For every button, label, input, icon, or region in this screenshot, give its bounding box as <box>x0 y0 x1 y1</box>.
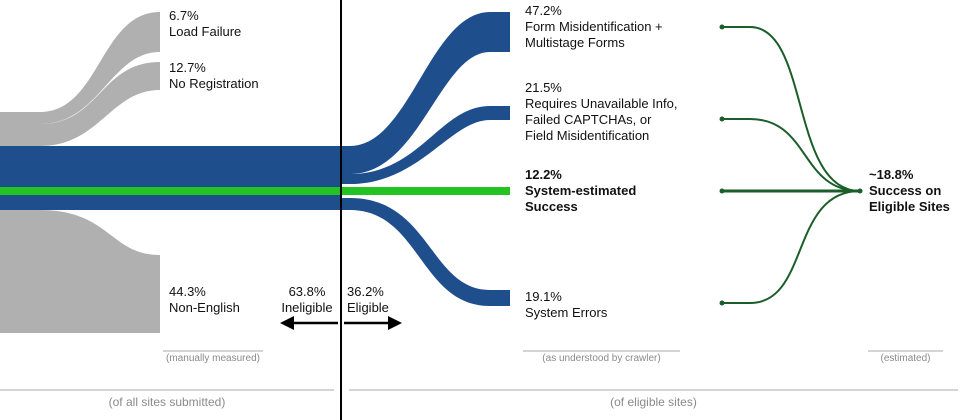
requires-unavailable-info-flow <box>340 106 510 184</box>
no-registration-flow <box>0 62 160 146</box>
no-registration-label: 12.7% No Registration <box>169 60 259 92</box>
system-errors-text: System Errors <box>525 305 608 320</box>
system-estimated-success-line-1: System-estimated <box>525 183 637 198</box>
estimate-dot <box>857 188 863 194</box>
estimate-flows <box>722 26 861 304</box>
estimated-success-pct: ~18.8% <box>869 167 914 182</box>
requires-unavailable-info-line-3: Field Misidentification <box>525 128 650 143</box>
ineligible-text: Ineligible <box>281 300 333 315</box>
requires-unavailable-info-label: 21.5% Requires Unavailable Info, Failed … <box>525 80 677 144</box>
estimate-curve-unavail <box>722 118 861 192</box>
estimate-dot <box>719 188 725 194</box>
estimate-dot <box>719 300 725 306</box>
requires-unavailable-info-line-2: Failed CAPTCHAs, or <box>525 112 652 127</box>
ineligible-pct: 63.8% <box>288 284 326 299</box>
eligible-trunk-flow <box>0 146 340 210</box>
system-errors-pct: 19.1% <box>525 289 562 304</box>
non-english-text: Non-English <box>169 300 240 315</box>
crawler-note: (as understood by crawler) <box>542 353 661 364</box>
estimate-dot <box>719 116 725 122</box>
eligible-arrow-icon <box>344 316 402 330</box>
load-failure-text: Load Failure <box>169 24 242 39</box>
form-misidentification-line-1: Form Misidentification + <box>525 19 663 34</box>
estimate-curve-errors <box>722 190 861 304</box>
system-errors-flow <box>340 198 510 306</box>
load-failure-flow <box>0 12 160 124</box>
system-estimated-success-line-2: Success <box>525 199 578 214</box>
form-misidentification-pct: 47.2% <box>525 3 562 18</box>
form-misidentification-flow <box>340 12 510 174</box>
estimate-curve-form <box>722 26 861 192</box>
form-misidentification-label: 47.2% Form Misidentification + Multistag… <box>525 3 663 51</box>
estimated-note: (estimated) <box>880 353 931 364</box>
estimate-endpoints <box>719 24 863 306</box>
system-errors-label: 19.1% System Errors <box>525 289 607 321</box>
load-failure-pct: 6.7% <box>169 8 199 23</box>
eligible-split-label: 36.2% Eligible <box>347 284 389 316</box>
ineligible-arrow-icon <box>280 316 338 330</box>
all-sites-footer: (of all sites submitted) <box>108 395 226 409</box>
no-registration-text: No Registration <box>169 76 259 91</box>
form-misidentification-line-2: Multistage Forms <box>525 35 625 50</box>
manual-note: (manually measured) <box>166 353 260 364</box>
eligible-sites-footer: (of eligible sites) <box>610 395 697 409</box>
non-english-label: 44.3% Non-English <box>169 284 240 316</box>
ineligible-split-label: 63.8% Ineligible <box>276 284 338 316</box>
requires-unavailable-info-line-1: Requires Unavailable Info, <box>525 96 678 111</box>
estimated-success-line-2: Eligible Sites <box>869 199 950 214</box>
estimated-success-line-1: Success on <box>869 183 942 198</box>
section-rules <box>0 350 958 391</box>
eligible-text: Eligible <box>347 300 389 315</box>
system-estimated-success-label: 12.2% System-estimated Success <box>525 167 636 215</box>
system-estimated-success-pct: 12.2% <box>525 167 562 182</box>
non-english-pct: 44.3% <box>169 284 206 299</box>
load-failure-label: 6.7% Load Failure <box>169 8 241 40</box>
eligible-pct: 36.2% <box>347 284 384 299</box>
success-flow <box>0 187 510 195</box>
requires-unavailable-info-pct: 21.5% <box>525 80 562 95</box>
no-registration-pct: 12.7% <box>169 60 206 75</box>
estimate-dot <box>719 24 725 30</box>
non-english-flow <box>0 210 160 333</box>
estimated-success-label: ~18.8% Success on Eligible Sites <box>869 167 950 215</box>
